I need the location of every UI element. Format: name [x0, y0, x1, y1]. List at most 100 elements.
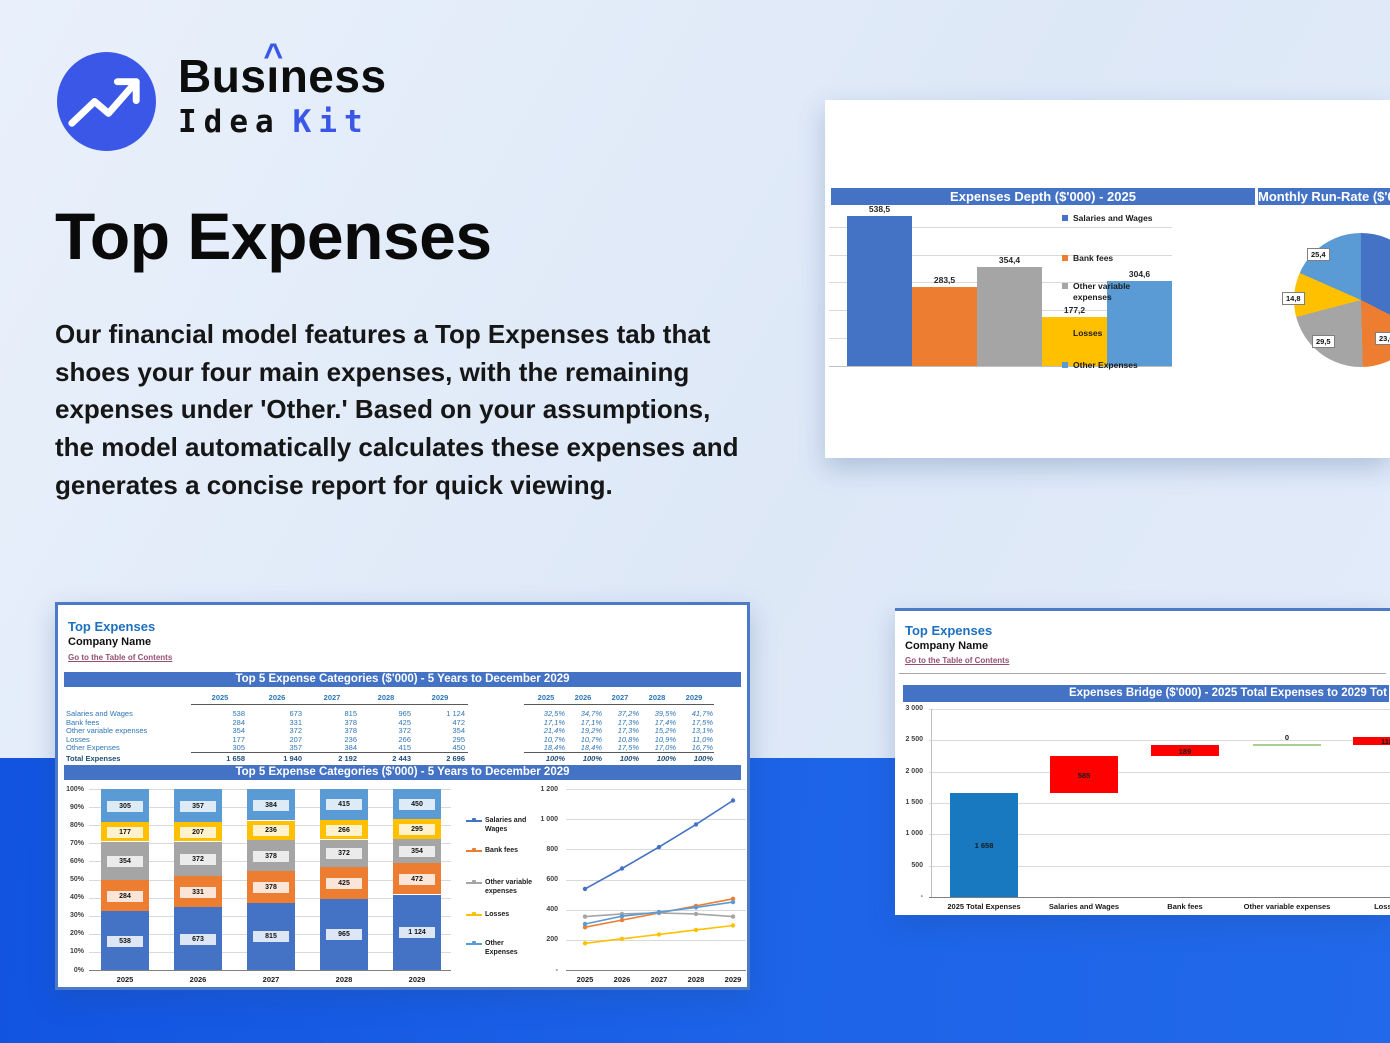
data-point-marker	[693, 905, 699, 910]
segment-data-label: 305	[106, 799, 144, 813]
gridline	[89, 970, 451, 971]
y-axis-tick: 30%	[69, 912, 84, 920]
table-cell: 284	[232, 717, 245, 727]
y-axis-tick: 80%	[69, 821, 84, 829]
table-year-header: 2025	[537, 693, 555, 702]
table-cell: 21,4%	[543, 726, 565, 736]
chart-header-expenses-depth: Expenses Depth ($'000) - 2025	[831, 188, 1255, 205]
bar-data-label: 354,4	[998, 255, 1021, 266]
data-point-marker	[730, 923, 736, 928]
table-cell: 357	[289, 743, 302, 753]
data-point-marker	[619, 866, 625, 871]
segment-data-label: 1 124	[398, 926, 436, 940]
page-title: Top Expenses	[55, 199, 492, 273]
table-cell: 384	[344, 743, 357, 753]
segment-data-label: 472	[398, 872, 436, 886]
data-point-marker	[693, 927, 699, 933]
legend-item: Other variable expenses	[466, 878, 538, 896]
segment-data-label: 207	[179, 825, 217, 839]
x-axis-label: 2026	[613, 975, 631, 984]
top5-expense-table: 2025 2025 2026 2026 2027 2027 2028 2028 2029 2029…	[58, 689, 747, 763]
total-topline	[524, 752, 714, 753]
segment-data-label: 965	[325, 928, 363, 942]
divider	[899, 673, 1386, 674]
gridline	[566, 819, 746, 821]
segment-data-label: 236	[252, 824, 290, 838]
table-cell: 1 124	[446, 709, 465, 718]
y-axis-tick: 2 500	[905, 736, 923, 744]
pie-slice-label: 14,8	[1282, 292, 1305, 305]
table-of-contents-link[interactable]: Go to the Table of Contents	[905, 656, 1010, 665]
table-total-cell: 100%	[545, 754, 565, 763]
y-axis-tick: 800	[546, 845, 558, 853]
waterfall-connector	[1253, 743, 1321, 747]
x-axis-label: 2025 Total Expenses	[947, 902, 1021, 911]
caret-accent: ^	[263, 37, 284, 75]
y-axis-tick: 500	[911, 861, 923, 869]
table-cell: 17,3%	[617, 717, 639, 727]
pie-circle	[1294, 233, 1390, 367]
table-row-label: Bank fees	[66, 717, 100, 727]
y-axis-tick: 600	[546, 876, 558, 883]
table-row-label: Other Expenses	[66, 743, 120, 753]
table-cell: 10,7%	[580, 734, 602, 744]
table-total-cell: 2 192	[338, 754, 357, 763]
legend-dot	[472, 880, 476, 884]
chart-header-bar: Top 5 Expense Categories ($'000) - 5 Yea…	[64, 765, 741, 780]
header-underline	[191, 704, 468, 705]
gridline	[566, 849, 746, 851]
table-cell: 295	[452, 734, 465, 744]
legend-marker-icon	[1062, 255, 1068, 261]
table-cell: 425	[398, 717, 411, 727]
pie-slice-label: 29,5	[1312, 335, 1335, 348]
table-cell: 10,9%	[654, 734, 676, 744]
table-total-cell: 1 658	[226, 754, 245, 763]
table-cell: 32,5%	[543, 709, 565, 718]
y-axis-tick: -	[555, 966, 558, 974]
table-header-bar: Top 5 Expense Categories ($'000) - 5 Yea…	[64, 672, 741, 687]
table-year-header: 2029	[431, 693, 449, 702]
table-cell: 17,0%	[654, 743, 676, 753]
x-axis-label: 2026	[189, 975, 207, 984]
table-cell: 415	[398, 743, 411, 753]
legend-label: Other variable expenses	[1073, 281, 1131, 302]
segment-data-label: 378	[252, 849, 290, 863]
x-axis-label: Salaries and Wages	[1048, 902, 1120, 911]
y-axis-tick: 100%	[66, 785, 84, 793]
gridline	[929, 771, 1390, 773]
table-cell: 472	[452, 717, 465, 727]
waterfall-bar	[1353, 737, 1390, 745]
brand-part: Bus	[178, 50, 267, 102]
table-cell: 17,1%	[543, 717, 565, 727]
segment-data-label: 354	[398, 845, 436, 858]
table-year-header: 2027	[323, 693, 341, 702]
total-topline	[191, 752, 468, 753]
data-point-marker	[582, 925, 588, 930]
y-axis-tick: 2 000	[905, 767, 923, 775]
sheet-title: Top Expenses	[68, 619, 156, 634]
table-cell: 207	[289, 734, 302, 744]
x-axis-label: 2028	[335, 975, 353, 984]
table-cell: 378	[344, 726, 357, 736]
segment-data-label: 177	[106, 825, 144, 839]
table-row-label: Salaries and Wages	[66, 709, 133, 718]
bar-data-label: 283,5	[933, 275, 956, 285]
legend-item: Other variable expenses	[1062, 281, 1167, 302]
bar-data-label: 538,5	[868, 204, 891, 214]
y-axis-tick: 90%	[69, 803, 84, 811]
top5-charts-area: 100% 90% 80% 70% 60% 50% 40% 30% 20% 10% 0% 538 284 3…	[58, 783, 747, 987]
legend-dot	[472, 912, 476, 916]
data-point-marker	[619, 936, 625, 941]
top5-expense-categories-screenshot: Top Expenses Company Name Go to the Tabl…	[55, 602, 750, 990]
logo-wordmark: Busı ^ ness Idea Kit	[178, 39, 387, 140]
table-of-contents-link[interactable]: Go to the Table of Contents	[68, 653, 173, 662]
y-axis-tick: 20%	[69, 930, 84, 938]
legend-marker-icon	[1062, 362, 1068, 368]
bar-data-label: 1 658	[974, 841, 994, 850]
x-axis-label: Bank fees	[1167, 902, 1203, 911]
gridline	[829, 254, 1172, 256]
legend-item: Losses	[1062, 328, 1167, 339]
data-point-marker	[730, 899, 736, 905]
sheet-company-name: Company Name	[905, 640, 989, 652]
